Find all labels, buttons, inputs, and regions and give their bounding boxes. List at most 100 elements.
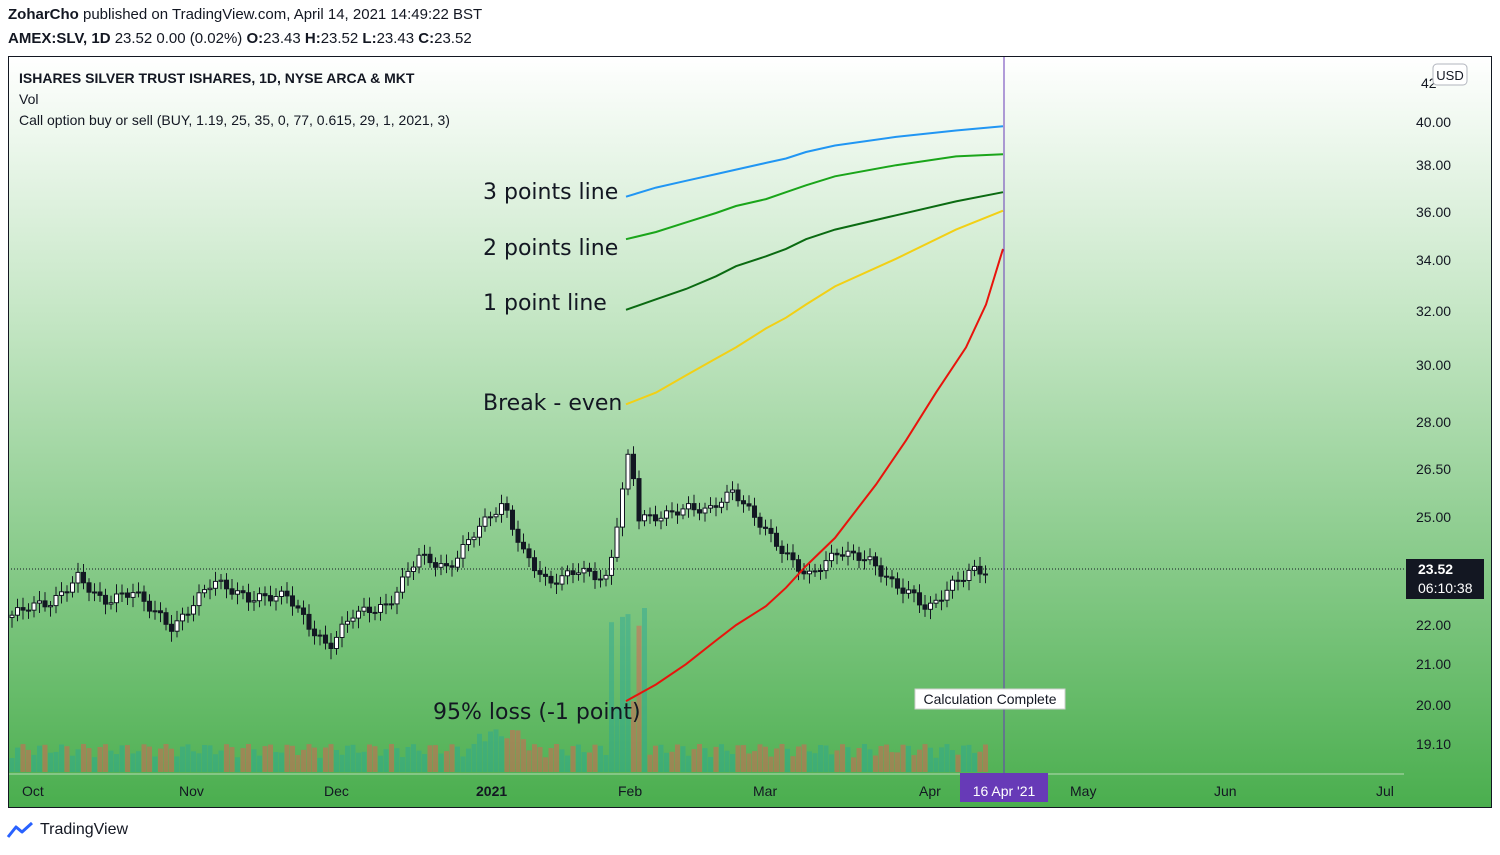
volume-bar bbox=[389, 744, 394, 772]
volume-bar bbox=[350, 744, 356, 772]
volume-bar bbox=[147, 746, 152, 772]
volume-bar bbox=[268, 744, 273, 772]
candle-body bbox=[845, 550, 851, 557]
candle-body bbox=[867, 556, 873, 561]
volume-bar bbox=[130, 753, 136, 772]
candle-body bbox=[691, 503, 697, 511]
candle-body bbox=[724, 491, 730, 503]
countdown-label: 06:10:38 bbox=[1418, 580, 1473, 596]
volume-bar bbox=[724, 750, 730, 772]
candle-body bbox=[933, 599, 939, 604]
series-line-1 bbox=[625, 153, 1004, 241]
volume-bar bbox=[323, 747, 328, 772]
candle-body bbox=[301, 607, 306, 615]
close-value: 23.52 bbox=[434, 30, 472, 47]
volume-bar bbox=[620, 616, 625, 772]
volume-bar bbox=[840, 744, 845, 772]
candle-body bbox=[218, 579, 224, 582]
candle-body bbox=[504, 503, 510, 511]
volume-bar bbox=[26, 749, 31, 772]
candle-body bbox=[559, 575, 565, 585]
volume-bar bbox=[895, 752, 900, 772]
volume-bar bbox=[807, 751, 812, 772]
candle-body bbox=[636, 478, 642, 522]
candle-body bbox=[889, 576, 895, 580]
publish-info: ZoharCho published on TradingView.com, A… bbox=[8, 6, 482, 23]
candle-body bbox=[163, 612, 169, 625]
volume-bar bbox=[889, 752, 895, 772]
legend-indicator[interactable]: Call option buy or sell (BUY, 1.19, 25, … bbox=[19, 112, 450, 128]
candle-body bbox=[196, 592, 202, 607]
volume-bar bbox=[235, 757, 240, 772]
candle-body bbox=[752, 505, 757, 518]
volume-bar bbox=[290, 745, 295, 772]
author-name[interactable]: ZoharCho bbox=[8, 6, 79, 23]
candle-body bbox=[812, 570, 818, 573]
candle-body bbox=[378, 604, 383, 613]
candle-body bbox=[48, 605, 53, 608]
candle-body bbox=[268, 595, 273, 602]
candle-body bbox=[394, 591, 400, 605]
price-chart[interactable]: 3 points line 2 points line 1 point line… bbox=[8, 56, 1492, 808]
candle-body bbox=[130, 592, 136, 598]
candle-body bbox=[719, 501, 724, 508]
status-box: Calculation Complete bbox=[914, 688, 1066, 710]
candle-body bbox=[499, 503, 504, 515]
volume-bar bbox=[141, 744, 147, 772]
volume-bar bbox=[752, 751, 757, 772]
series-line-0 bbox=[625, 125, 1004, 198]
volume-bar bbox=[647, 754, 653, 772]
volume-bar bbox=[455, 746, 460, 772]
volume-bar bbox=[763, 746, 768, 772]
volume-bar bbox=[658, 744, 664, 772]
legend-vol[interactable]: Vol bbox=[19, 91, 39, 107]
volume-bar bbox=[70, 755, 75, 772]
volume-bar bbox=[394, 748, 400, 772]
volume-bar bbox=[911, 755, 917, 772]
volume-bar bbox=[427, 745, 433, 772]
volume-bar bbox=[449, 744, 455, 772]
volume-bar bbox=[163, 744, 169, 772]
candle-body bbox=[97, 591, 103, 596]
volume-bar bbox=[521, 739, 526, 772]
candle-body bbox=[944, 589, 950, 601]
volume-bar bbox=[466, 748, 471, 772]
candle-body bbox=[240, 590, 246, 594]
volume-bar bbox=[719, 744, 724, 772]
time-tick: 2021 bbox=[476, 783, 507, 799]
volume-bar bbox=[631, 701, 636, 772]
volume-bar bbox=[471, 744, 477, 772]
annotation-1pt: 1 point line bbox=[483, 291, 607, 316]
volume-bar bbox=[966, 744, 972, 772]
volume-bar bbox=[906, 745, 911, 772]
candle-body bbox=[895, 578, 900, 589]
candle-body bbox=[697, 509, 702, 514]
candle-body bbox=[840, 554, 845, 557]
volume-bar bbox=[565, 755, 570, 772]
volume-bar bbox=[59, 744, 64, 772]
volume-bar bbox=[367, 744, 372, 772]
volume-bar bbox=[801, 744, 807, 772]
volume-bar bbox=[548, 748, 554, 772]
volume-bar bbox=[433, 745, 438, 772]
footer-brand[interactable]: TradingView bbox=[6, 820, 128, 840]
volume-bar bbox=[834, 750, 840, 772]
candle-body bbox=[592, 570, 598, 581]
candle-body bbox=[31, 602, 37, 611]
legend-title[interactable]: ISHARES SILVER TRUST ISHARES, 1D, NYSE A… bbox=[19, 70, 415, 86]
volume-bar bbox=[114, 754, 119, 772]
indicator-lines bbox=[625, 125, 1004, 702]
volume-bar bbox=[900, 744, 906, 772]
volume-bar bbox=[196, 753, 202, 772]
volume-bar bbox=[48, 752, 53, 772]
candle-body bbox=[185, 613, 191, 616]
candle-body bbox=[64, 591, 70, 594]
candle-body bbox=[983, 573, 988, 576]
volume-bar bbox=[488, 731, 493, 772]
volume-bar bbox=[691, 749, 697, 772]
candle-body bbox=[427, 553, 433, 564]
candle-body bbox=[169, 623, 174, 632]
candle-body bbox=[713, 505, 719, 508]
currency-badge[interactable]: USD bbox=[1432, 63, 1468, 86]
candle-body bbox=[471, 536, 477, 541]
